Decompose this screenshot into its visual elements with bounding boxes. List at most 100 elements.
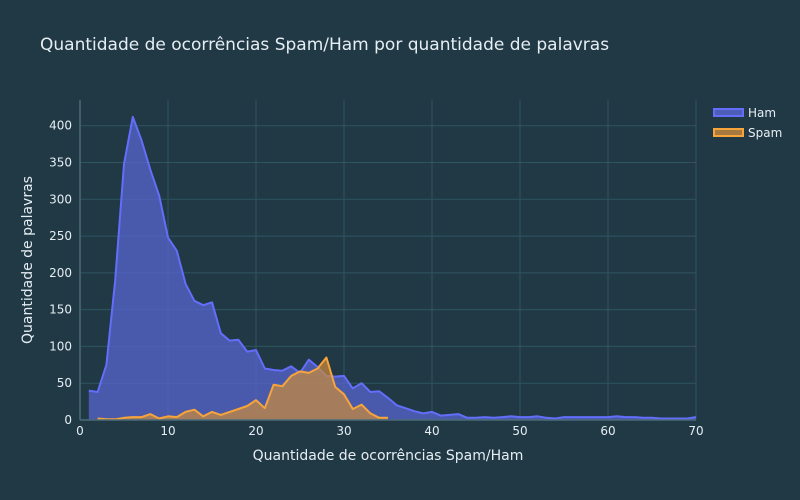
area-fill-spam bbox=[97, 357, 388, 420]
data-point bbox=[308, 359, 309, 360]
y-tick-label: 300 bbox=[49, 192, 72, 206]
data-point bbox=[431, 411, 432, 412]
line-spam bbox=[97, 356, 388, 421]
line-ham bbox=[88, 115, 697, 420]
data-point bbox=[273, 369, 274, 370]
data-point bbox=[115, 280, 116, 281]
y-tick-label: 100 bbox=[49, 339, 72, 353]
legend-swatch-spam bbox=[713, 128, 744, 137]
data-point bbox=[528, 416, 529, 417]
data-point bbox=[255, 400, 256, 401]
legend-item-ham[interactable]: Ham bbox=[713, 106, 776, 120]
data-point bbox=[695, 416, 696, 417]
data-point bbox=[299, 371, 300, 372]
data-point bbox=[255, 350, 256, 351]
data-point bbox=[361, 383, 362, 384]
x-tick-label: 20 bbox=[248, 424, 263, 438]
data-point bbox=[379, 417, 380, 418]
data-point bbox=[194, 409, 195, 410]
data-point bbox=[247, 405, 248, 406]
data-point bbox=[203, 416, 204, 417]
data-point bbox=[238, 339, 239, 340]
data-point bbox=[194, 300, 195, 301]
data-point bbox=[203, 305, 204, 306]
data-point bbox=[361, 404, 362, 405]
data-point bbox=[546, 417, 547, 418]
series-ham bbox=[88, 115, 697, 421]
data-point bbox=[167, 237, 168, 238]
data-point bbox=[599, 416, 600, 417]
data-point bbox=[211, 302, 212, 303]
data-point bbox=[106, 364, 107, 365]
data-point bbox=[273, 384, 274, 385]
data-point bbox=[229, 411, 230, 412]
data-point bbox=[123, 417, 124, 418]
data-point bbox=[519, 416, 520, 417]
data-point bbox=[405, 408, 406, 409]
data-point bbox=[678, 418, 679, 419]
data-point bbox=[493, 417, 494, 418]
data-point bbox=[563, 416, 564, 417]
data-point bbox=[379, 391, 380, 392]
data-point bbox=[511, 416, 512, 417]
data-point bbox=[150, 169, 151, 170]
data-point bbox=[423, 413, 424, 414]
chart-title: Quantidade de ocorrências Spam/Ham por q… bbox=[40, 35, 609, 55]
data-point bbox=[132, 116, 133, 117]
data-point bbox=[660, 418, 661, 419]
data-point bbox=[352, 408, 353, 409]
legend-swatch-ham bbox=[713, 108, 744, 117]
data-point bbox=[176, 416, 177, 417]
series-spam bbox=[97, 356, 388, 421]
x-tick-label: 30 bbox=[336, 424, 351, 438]
data-point bbox=[458, 414, 459, 415]
y-tick-label: 150 bbox=[49, 303, 72, 317]
data-point bbox=[229, 340, 230, 341]
data-point bbox=[150, 414, 151, 415]
data-point bbox=[308, 372, 309, 373]
data-point bbox=[282, 370, 283, 371]
data-point bbox=[669, 418, 670, 419]
data-point bbox=[687, 418, 688, 419]
data-point bbox=[220, 333, 221, 334]
legend[interactable]: Ham Spam bbox=[713, 106, 782, 140]
legend-label: Ham bbox=[748, 106, 776, 120]
data-point bbox=[335, 386, 336, 387]
y-tick-label: 0 bbox=[64, 413, 72, 427]
data-point bbox=[317, 368, 318, 369]
data-point bbox=[141, 140, 142, 141]
data-point bbox=[484, 416, 485, 417]
data-point bbox=[291, 375, 292, 376]
data-point bbox=[238, 408, 239, 409]
data-point bbox=[282, 386, 283, 387]
y-tick-label: 50 bbox=[57, 376, 72, 390]
data-point bbox=[651, 417, 652, 418]
data-point bbox=[176, 250, 177, 251]
x-axis-title: Quantidade de ocorrências Spam/Ham bbox=[253, 448, 524, 464]
data-point bbox=[572, 416, 573, 417]
data-point bbox=[167, 416, 168, 417]
data-point bbox=[264, 368, 265, 369]
data-point bbox=[185, 283, 186, 284]
data-point bbox=[370, 413, 371, 414]
data-point bbox=[264, 408, 265, 409]
data-point bbox=[185, 411, 186, 412]
x-tick-label: 10 bbox=[160, 424, 175, 438]
data-point bbox=[352, 388, 353, 389]
data-point bbox=[449, 414, 450, 415]
data-point bbox=[132, 416, 133, 417]
legend-item-spam[interactable]: Spam bbox=[713, 126, 782, 140]
data-point bbox=[97, 418, 98, 419]
data-point bbox=[537, 416, 538, 417]
data-point bbox=[387, 417, 388, 418]
x-tick-label: 0 bbox=[76, 424, 84, 438]
data-point bbox=[396, 405, 397, 406]
data-point bbox=[502, 416, 503, 417]
axes: 0 10 20 30 40 50 60 70 0 50 100 150 200 250 300 350 400 bbox=[49, 100, 704, 438]
data-point bbox=[97, 391, 98, 392]
y-tick-label: 250 bbox=[49, 229, 72, 243]
data-point bbox=[634, 416, 635, 417]
data-point bbox=[625, 416, 626, 417]
data-point bbox=[643, 417, 644, 418]
